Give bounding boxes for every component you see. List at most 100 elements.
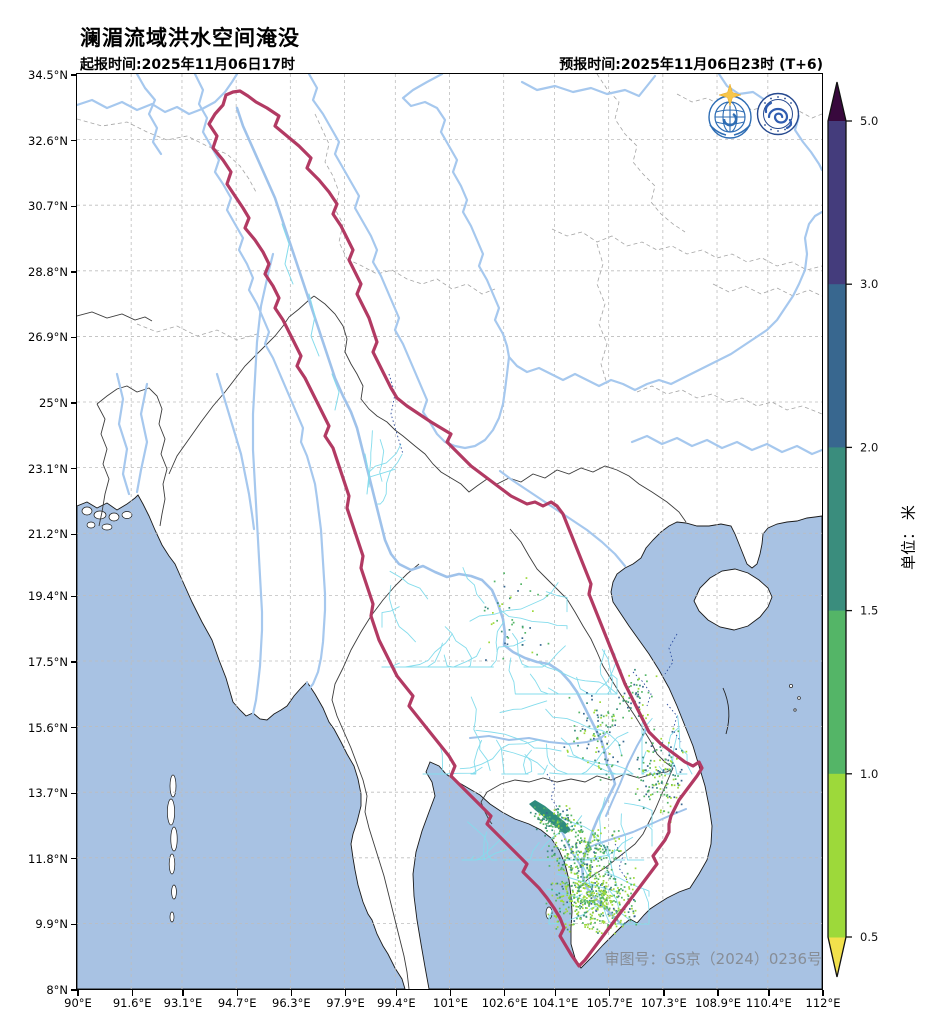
y-tick-label: 32.6°N (28, 133, 68, 148)
y-tick-label: 26.9°N (28, 330, 68, 345)
x-tick-mark (717, 990, 719, 996)
x-tick-mark (504, 990, 506, 996)
wmo-logo (708, 83, 752, 139)
y-tick-mark (71, 923, 77, 926)
colorbar: 5.0 3.0 2.0 1.5 1.0 0.5 (824, 78, 944, 988)
colorbar-tick-label: 1.5 (860, 604, 878, 618)
init-time-label: 起报时间:2025年11月06日17时 (80, 57, 296, 73)
x-tick-mark (663, 990, 665, 996)
colorbar-unit-label: 单位： 米 (899, 505, 918, 570)
x-tick-label: 102.6°E (481, 996, 528, 1010)
y-tick-label: 8°N (46, 983, 68, 997)
x-tick-label: 110.4°E (745, 996, 792, 1010)
x-tick-label: 112°E (805, 996, 841, 1010)
x-tick-mark (449, 990, 452, 996)
y-tick-label: 15.6°N (28, 720, 68, 735)
river-top-left-2 (136, 74, 163, 156)
x-tick-label: 93.1°E (163, 996, 203, 1010)
x-tick-mark (554, 990, 557, 996)
dotted-streams (388, 374, 682, 881)
y-tick-mark (71, 140, 77, 142)
bangladesh-river-1 (116, 373, 131, 496)
y-tick-label: 34.5°N (28, 68, 68, 82)
y-tick-label: 23.1°N (28, 461, 68, 476)
forecast-time-label: 预报时间:2025年11月06日23时 (T+6) (559, 57, 823, 73)
y-tick-mark (71, 402, 77, 404)
x-tick-label: 90°E (64, 996, 92, 1010)
colorbar-tick-label: 1.0 (860, 767, 878, 781)
y-tick-label: 25°N (39, 396, 68, 411)
x-tick-mark (395, 990, 397, 996)
colorbar-tick-label: 5.0 (860, 114, 878, 128)
colorbar-tick-label: 3.0 (860, 277, 878, 291)
x-tick-label: 96.3°E (272, 996, 311, 1010)
y-tick-mark (71, 726, 77, 729)
y-tick-mark (71, 271, 77, 273)
y-tick-mark (71, 74, 77, 76)
x-tick-mark (768, 990, 770, 996)
x-tick-label: 94.7°E (217, 996, 257, 1010)
bangladesh-river-2 (136, 383, 149, 494)
map-canvas (76, 73, 824, 991)
y-tick-label: 30.7°N (28, 199, 68, 214)
x-tick-mark (609, 990, 611, 996)
yangtze-river (402, 74, 823, 392)
bay-of-bengal (77, 494, 406, 990)
x-tick-label: 97.9°E (326, 996, 365, 1010)
andaman-islands (167, 774, 178, 923)
river-top-center (521, 75, 657, 98)
x-tick-label: 101°E (433, 996, 468, 1010)
x-tick-mark (77, 990, 79, 996)
grid-lines (77, 74, 823, 990)
gulf-and-south-china-sea (412, 515, 823, 990)
irrawaddy-river (252, 253, 275, 716)
x-tick-label: 108.9°E (695, 996, 741, 1010)
pearl-river (631, 435, 823, 456)
basin-outline (207, 89, 704, 968)
jinsha-river (308, 74, 511, 450)
y-tick-mark (71, 858, 77, 860)
y-tick-mark (71, 989, 77, 991)
page-title: 澜湄流域洪水空间淹没 (80, 26, 300, 50)
x-tick-mark (131, 990, 133, 996)
star-icon (718, 83, 743, 108)
x-tick-mark (822, 990, 824, 996)
colorbar-segment (828, 121, 846, 285)
colorbar-segment (828, 447, 846, 612)
x-tick-label: 105.7°E (586, 996, 633, 1010)
y-tick-mark (71, 468, 77, 470)
x-tick-mark (182, 990, 184, 996)
y-tick-mark (71, 661, 77, 663)
colorbar-tick-label: 2.0 (860, 440, 878, 454)
x-tick-label: 104.1°E (532, 996, 579, 1010)
cloud-swirl-icon (764, 102, 793, 130)
x-tick-label: 107.3°E (640, 996, 687, 1010)
colorbar-segment (828, 773, 846, 938)
x-tick-label: 91.6°E (112, 996, 152, 1010)
colorbar-tick-label: 0.5 (860, 930, 878, 944)
small-islets (789, 684, 802, 712)
province-borders (77, 74, 823, 415)
x-tick-mark (236, 990, 238, 996)
y-tick-label: 28.8°N (28, 264, 68, 279)
map-svg (77, 74, 823, 990)
sea-region (77, 494, 823, 990)
license-text: 审图号：GS京（2024）0236号 (604, 950, 823, 968)
y-tick-label: 13.7°N (28, 786, 68, 801)
x-tick-label: 99.4°E (377, 996, 416, 1010)
y-tick-mark (71, 792, 77, 794)
logos (708, 83, 800, 139)
y-tick-mark (71, 595, 77, 598)
y-tick-label: 11.8°N (28, 851, 68, 866)
hainan-island (693, 568, 773, 631)
chindwin-river (216, 373, 256, 531)
island-arc (722, 688, 730, 735)
x-tick-mark (344, 990, 347, 996)
y-tick-mark (71, 336, 77, 339)
y-tick-mark (71, 533, 77, 535)
y-tick-mark (71, 205, 77, 207)
colorbar-segment (828, 610, 846, 775)
y-tick-label: 9.9°N (35, 917, 68, 932)
flood-extent (484, 572, 688, 935)
